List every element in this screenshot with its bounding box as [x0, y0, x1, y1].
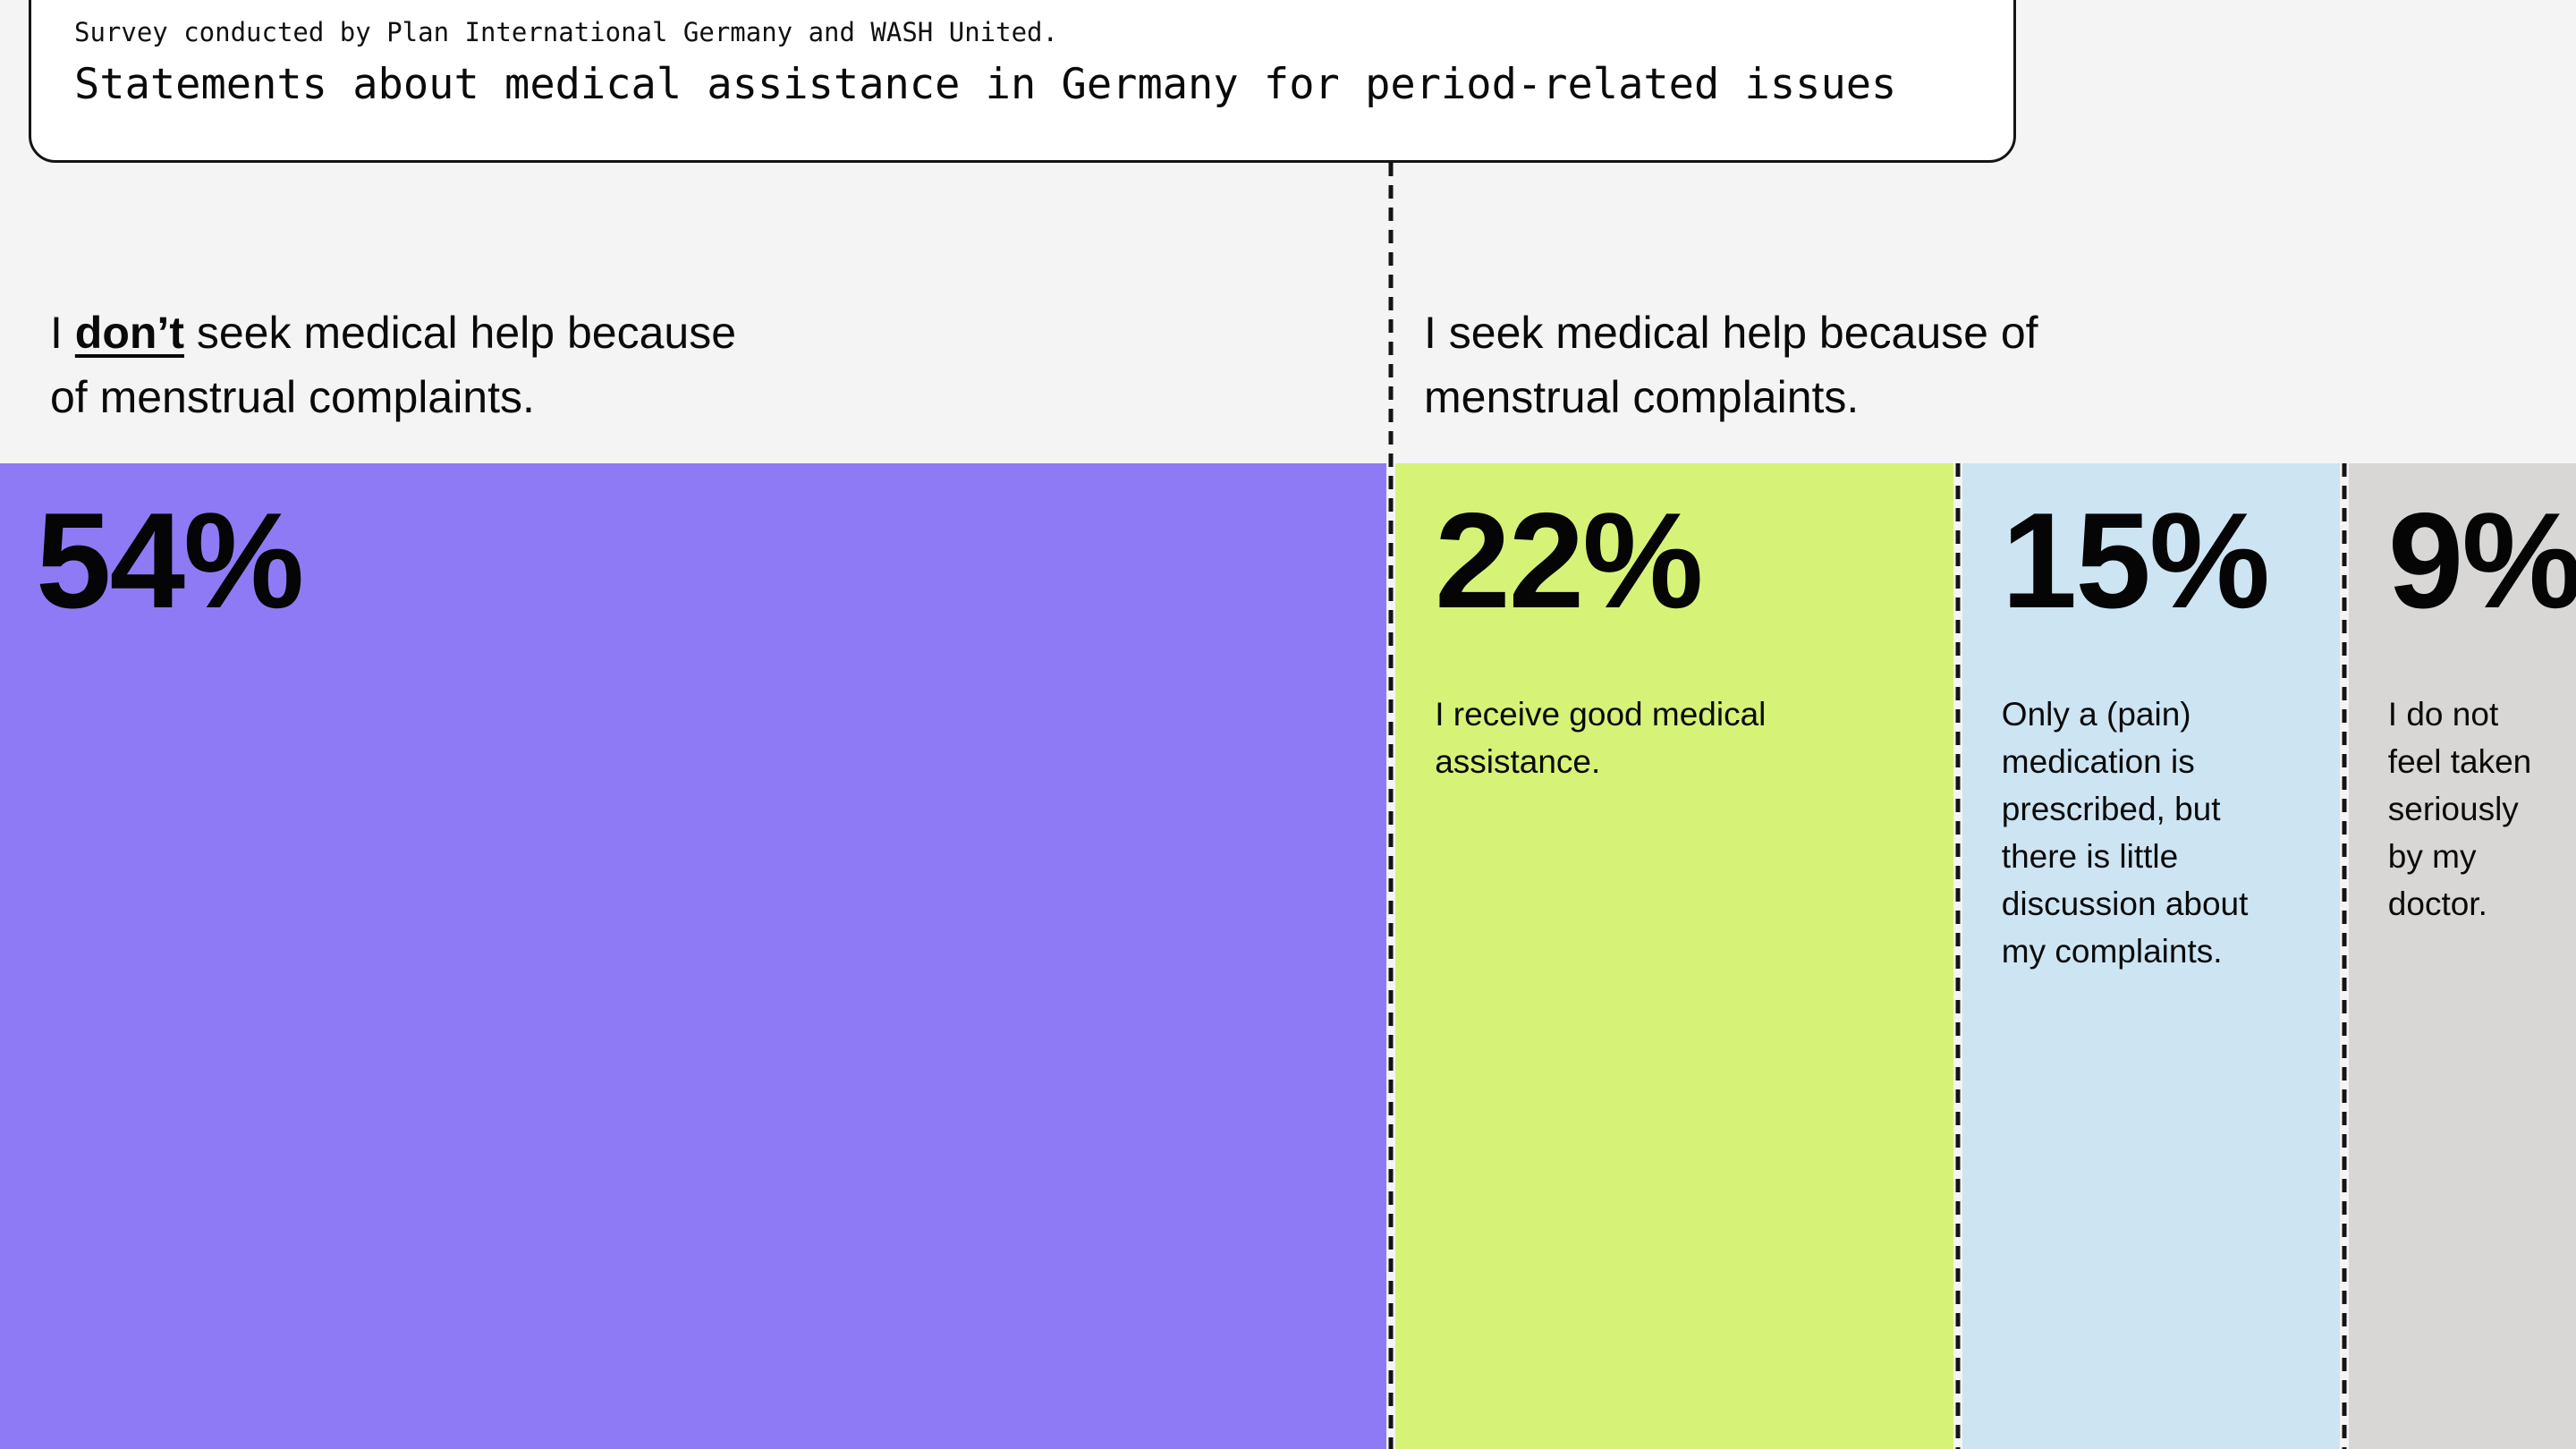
source-card: Survey conducted by Plan International G…: [29, 0, 2016, 163]
segment-value-label: 15%: [2001, 485, 2270, 637]
bar-segment-54pct: 54%: [0, 463, 1387, 1449]
chart-title: Statements about medical assistance in G…: [74, 60, 1897, 109]
dashed-separator: [1955, 463, 1961, 1449]
bar-segment-22pct: 22% I receive good medical assistance.: [1395, 463, 1953, 1449]
group-header-left-suffix: seek medical help because of menstrual c…: [50, 308, 737, 422]
segment-value-label: 54%: [36, 485, 304, 637]
bar-segment-9pct: 9% I do not feel taken seriously by my do…: [2348, 463, 2576, 1449]
dashed-separator: [2342, 463, 2347, 1449]
segment-value-label: 22%: [1435, 485, 1703, 637]
stacked-bar: 54% 22% I receive good medical assistance.…: [0, 463, 2576, 1449]
segment-caption: I do not feel taken seriously by my doct…: [2387, 695, 2532, 922]
group-header-left: I don’t seek medical help because of men…: [50, 301, 757, 429]
segment-caption: I receive good medical assistance.: [1435, 695, 1767, 780]
group-header-left-prefix: I: [50, 308, 75, 358]
dashed-separator: [1388, 163, 1394, 1449]
group-header-left-emphasis: don’t: [74, 308, 184, 358]
segment-value-label: 9%: [2387, 485, 2576, 637]
bar-segment-15pct: 15% Only a (pain) medication is prescribe…: [1962, 463, 2340, 1449]
group-header-right: I seek medical help because of menstrual…: [1424, 308, 2038, 422]
survey-note: Survey conducted by Plan International G…: [74, 17, 1058, 47]
segment-caption: Only a (pain) medication is prescribed, …: [2001, 695, 2249, 970]
